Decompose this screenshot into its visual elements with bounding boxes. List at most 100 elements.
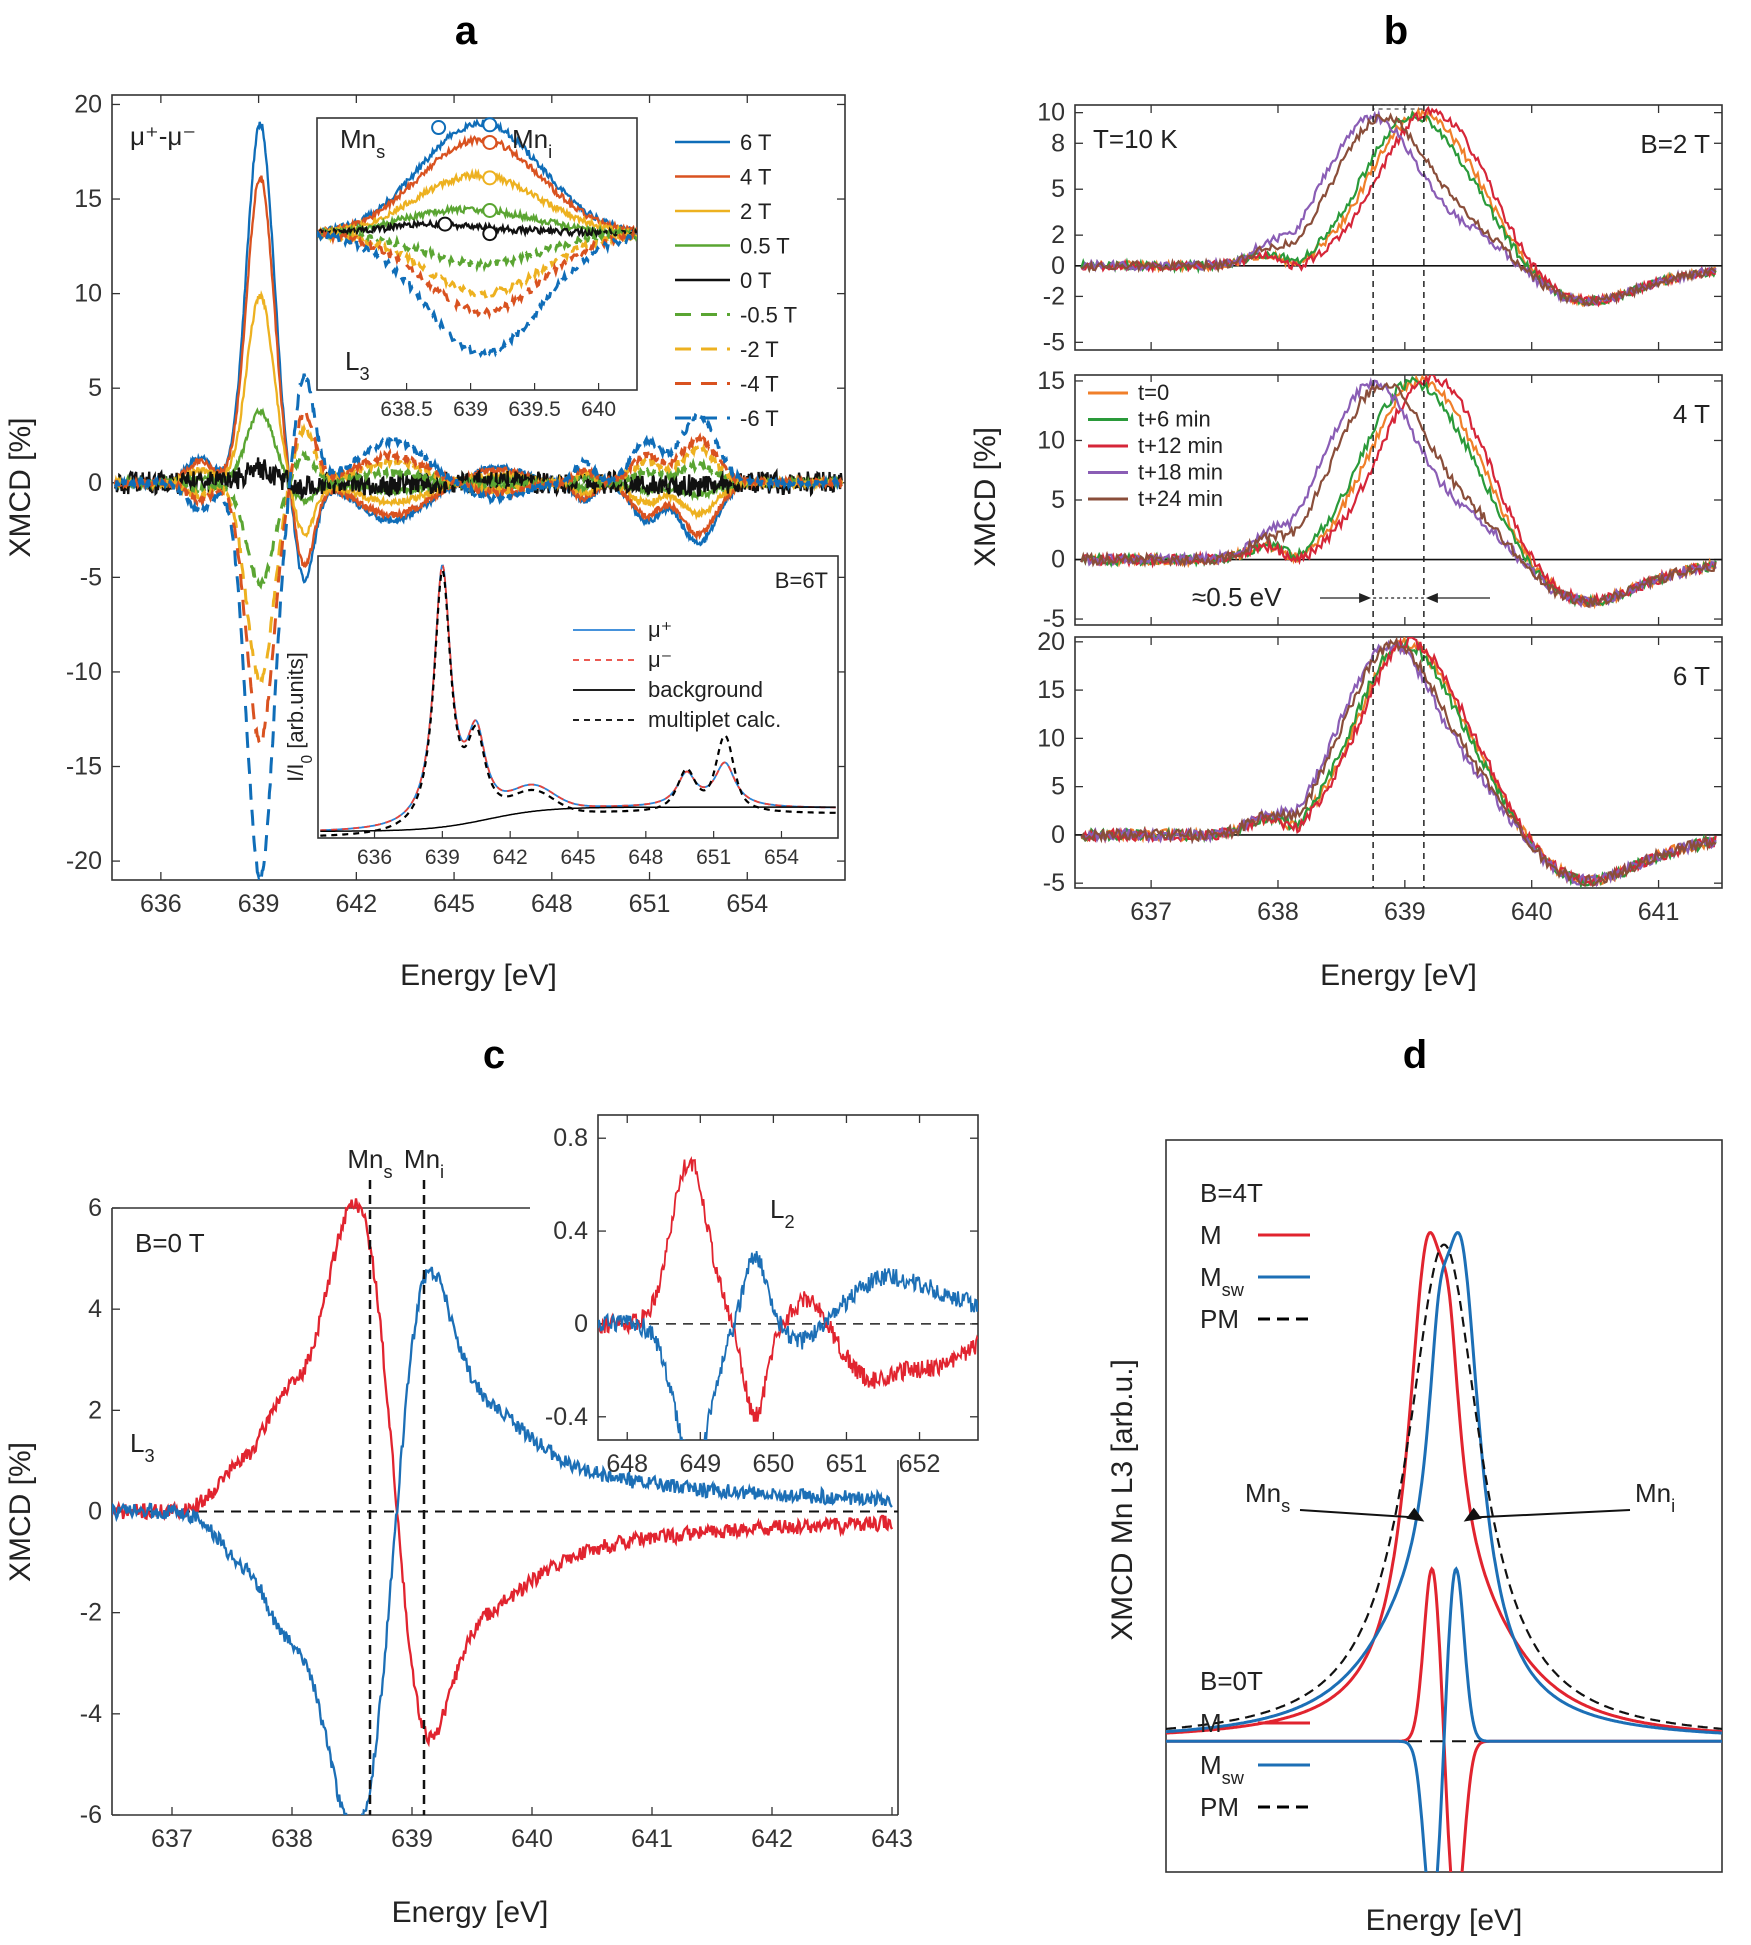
panel-d-legend-bottom-label-1-main: M [1200,1750,1222,1780]
panel-a-inset-bottom-xtick-label: 654 [764,846,799,869]
panel-a-inset-bottom-ylabel-main: I/I [283,763,308,781]
panel-letter-c: c [483,1033,505,1077]
panel-c-vline-label-1-main: Mn [404,1144,440,1174]
panel-a-ytick-label: -5 [80,563,102,591]
panel-a-inset-bottom-xtick-label: 648 [628,846,663,869]
panel-a-inset-bottom-ylabel-sub: 0 [299,755,316,764]
panel-c-vline-label-0-main: Mn [347,1144,383,1174]
panel-a-ytick-label: 15 [74,185,102,213]
panel-a-legend-label: -6 T [740,406,779,431]
panel-b-series-2-3 [1080,639,1717,888]
panel-d-arrow-label-s: Mns [1245,1478,1290,1516]
panel-a-inset-series-5 [317,226,637,273]
panel-a-inset-bottom [317,555,839,839]
panel-a-inset-series-1 [317,134,637,238]
panel-b-xtick-label: 640 [1511,898,1553,926]
panel-c-inset-xtick-label: 648 [606,1450,648,1478]
panel-b-ytick-2-label: 5 [1051,773,1065,801]
panel-c-inset-edge-sub: 2 [784,1212,794,1232]
panel-d-frame [1165,1139,1723,1873]
panel-a-inset-marker [482,117,498,133]
panel-a-inset-xtick-label: 639 [453,398,488,421]
panel-c-vline-label-1: Mni [404,1144,444,1182]
panel-d-legend-top-label-1-main: M [1200,1262,1222,1292]
panel-c-ytick-label: -6 [80,1801,102,1829]
panel-b-subplot-label-1: 4 T [1673,399,1710,429]
panel-a-series-4 [114,457,843,501]
panel-d-legend-bottom-title: B=0T [1200,1666,1263,1696]
panel-a-inset-marker [482,202,498,218]
panel-a-inset-bottom-ylabel-suffix: [arb.units] [283,652,308,755]
panel-b-ytick-1-label: -5 [1043,605,1065,633]
panel-b-series-0-3 [1080,109,1717,307]
panel-d-arrowhead-i [1463,1507,1482,1522]
panel-b-xtick-label: 639 [1384,898,1426,926]
panel-a-ylabel: XMCD [%] [4,417,37,557]
panel-b-legend-bg [1082,382,1282,516]
panel-b-legend-label: t+24 min [1138,486,1223,511]
panel-c-inset-xtick-label: 649 [679,1450,721,1478]
panel-a-legend-label: -4 T [740,372,779,397]
panel-a-inset-bottom-label: B=6T [775,568,828,593]
panel-a-inset-edge-sub: 3 [359,364,369,384]
panel-a-inset-edge-main: L [345,346,359,376]
panel-a-ytick-label: 0 [88,469,102,497]
panel-a-inset-marker [431,120,447,136]
panel-d-arrow-i [1469,1509,1631,1519]
panel-a-inset-site-i: Mni [512,124,552,162]
panel-b-subplot-label-0: B=2 T [1640,129,1710,159]
panel-a-inset-site-i-main: Mn [512,124,548,154]
panel-a-inset-site-s: Mns [340,124,385,162]
panel-a-ytick-label: 5 [88,374,102,402]
panel-b-xtick-label: 641 [1638,898,1680,926]
panel-a-inset-bottom-series-1 [320,564,836,832]
panel-a-legend-label: 0.5 T [740,234,790,259]
panel-c-ytick-label: 2 [88,1396,102,1424]
panel-a-ytick-label: -20 [66,847,102,875]
panel-a-inset-bottom-legend-label: μ⁺ [648,617,672,642]
panel-a-legend-label: -0.5 T [740,303,797,328]
panel-b-ytick-0-label: 0 [1051,252,1065,280]
panel-a-xtick-label: 654 [726,890,768,918]
panel-d-xlabel: Energy [eV] [1366,1904,1523,1937]
panel-c-edge-label-sub: 3 [144,1446,154,1466]
panel-c-inset-xtick-label: 652 [899,1450,941,1478]
panel-c-inset-edge-main: L [770,1194,784,1224]
panel-a-inset-marker [482,226,498,242]
panel-a-inset-xtick-label: 640 [581,398,616,421]
panel-a-xtick-label: 639 [238,890,280,918]
panel-d-legend-bottom-label-1-sub: sw [1222,1768,1245,1788]
panel-a-inset-bottom-xtick-label: 639 [425,846,460,869]
panel-c-inset-ytick-label: -0.4 [545,1403,588,1431]
panel-a-legend-label: 6 T [740,130,771,155]
panel-c-inset-red [598,1155,978,1422]
panel-b-ytick-1-label: 0 [1051,546,1065,574]
panel-c-xtick-label: 639 [391,1825,433,1853]
panel-a-inset-xtick-label: 638.5 [380,398,433,421]
panel-b-legend-label: t+6 min [1138,407,1211,432]
panel-c-inset-xtick-label: 651 [826,1450,868,1478]
panel-letter-d: d [1403,1033,1427,1077]
panel-a-xtick-label: 642 [335,890,377,918]
panel-a-xtick-label: 651 [629,890,671,918]
panel-a-inset-series-7 [317,227,637,320]
panel-a-inset-bottom-series-2 [320,806,836,832]
panel-a-inset-top [316,117,638,391]
panel-b-shift-label: ≈0.5 eV [1192,582,1282,612]
panel-c-xtick-label: 642 [751,1825,793,1853]
panel-a-inset-series-4 [317,218,637,240]
panel-d-series-Msw-4T [1166,1231,1722,1735]
panel-a-ytick-label: -15 [66,753,102,781]
panel-c-inset-ytick-label: 0 [574,1310,588,1338]
panel-b-subplot-label-2: 6 T [1673,661,1710,691]
panel-c-ytick-label: 6 [88,1194,102,1222]
panel-d-arrow-label-s-sub: s [1281,1496,1290,1516]
panel-c-ytick-label: -4 [80,1700,102,1728]
panel-b-ytick-2-label: -5 [1043,869,1065,897]
panel-a-ytick-label: -10 [66,658,102,686]
panel-b-series-2-1 [1081,637,1717,888]
panel-a-inset-marker [437,216,453,232]
panel-c-xtick-label: 640 [511,1825,553,1853]
